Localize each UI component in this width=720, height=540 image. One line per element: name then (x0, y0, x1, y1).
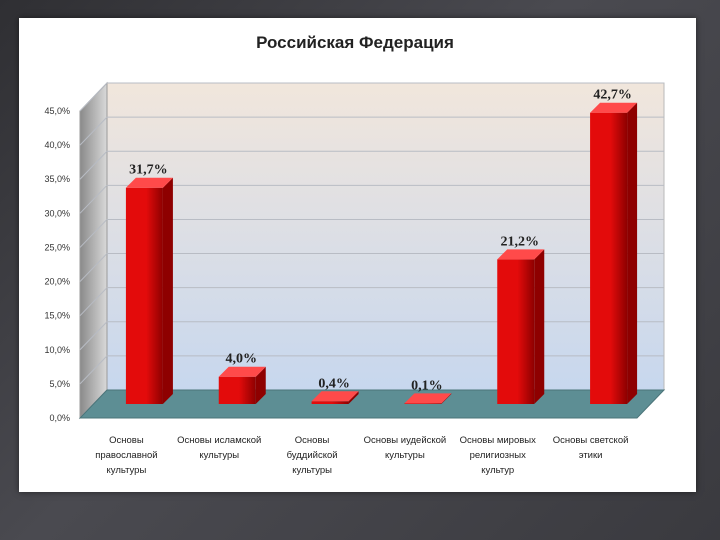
y-tick-label: 45,0% (44, 106, 70, 116)
bar-front (218, 376, 256, 404)
bar-side (534, 249, 545, 404)
side-wall (79, 81, 108, 420)
gridline-side (79, 253, 108, 282)
bar-top (404, 393, 452, 404)
x-tick-label-line: Основы (295, 435, 330, 446)
bar-side (255, 366, 266, 404)
bar-top (497, 249, 545, 260)
bar-front (404, 403, 442, 404)
y-tick-label: 0,0% (49, 413, 70, 423)
x-tick-label-line: Основы мировых (460, 435, 536, 446)
data-label: 31,7% (129, 163, 168, 178)
bar (218, 366, 266, 404)
back-wall (106, 82, 665, 391)
gridline-side (79, 150, 108, 180)
x-tick-label-line: культуры (107, 465, 147, 476)
bars (125, 102, 638, 405)
gridline-side (79, 184, 108, 214)
y-tick-label: 15,0% (44, 311, 70, 321)
gridline-side (79, 116, 108, 146)
x-tick-label-line: этики (579, 450, 603, 461)
bar (311, 391, 359, 404)
data-label: 0,1% (411, 378, 443, 393)
y-tick-label: 30,0% (44, 208, 70, 218)
bar (404, 393, 452, 404)
y-tick-label: 25,0% (44, 242, 70, 252)
bar-front (311, 401, 349, 404)
x-tick-label: Основы светской этики (553, 435, 629, 461)
bar-front (590, 112, 628, 405)
y-tick-label: 5,0% (49, 379, 70, 389)
x-tick-label-line: Основы (109, 435, 144, 446)
gridline-side (79, 287, 108, 317)
gridline-side (79, 82, 108, 112)
data-label: 42,7% (593, 88, 632, 103)
bar-side (627, 102, 638, 405)
x-tick-label-line: буддийской (287, 450, 338, 461)
x-tick-label-line: Основы исламской (177, 435, 261, 446)
gridline-side (79, 219, 108, 248)
x-tick-label-line: православной (95, 450, 157, 461)
data-label: 0,4% (318, 376, 350, 391)
x-tick-label: Основы буддийской культуры (287, 435, 338, 476)
x-tick-label-line: культур (481, 465, 514, 476)
bar-front (497, 259, 535, 404)
data-label: 21,2% (501, 234, 540, 249)
y-tick-label: 10,0% (44, 345, 70, 355)
x-tick-label: Основы православной культуры (95, 435, 157, 476)
y-tick-label: 40,0% (44, 140, 70, 150)
bar-front (125, 187, 163, 404)
x-tick-label: Основы мировых религиозных культур (460, 435, 536, 476)
gridline-side (79, 321, 108, 351)
y-axis: 0,0% 5,0% 10,0% 15,0% 20,0% 25,0% 30,0% 35,0% 40… (44, 106, 70, 423)
bar-top (590, 102, 638, 113)
x-tick-label: Основы иудейской культуры (364, 435, 447, 461)
x-tick-label-line: культуры (385, 450, 425, 461)
bar-top (218, 366, 266, 377)
x-tick-label-line: Основы светской (553, 435, 629, 446)
bar (125, 177, 173, 404)
y-tick-label: 20,0% (44, 277, 70, 287)
data-label: 4,0% (226, 352, 258, 367)
bar-side (348, 391, 359, 404)
x-tick-label-line: культуры (292, 465, 332, 476)
gridline-side (79, 355, 108, 385)
x-tick-label-line: Основы иудейской (364, 435, 447, 446)
bar-top (125, 177, 173, 188)
bar-side (162, 177, 173, 404)
x-tick-label-line: культуры (199, 450, 239, 461)
data-labels: 31,7% 4,0% 0,4% 0,1% 21,2% 42,7% (129, 88, 632, 394)
bar-side (441, 393, 452, 404)
bar-top (311, 391, 359, 402)
bar (497, 249, 545, 404)
x-tick-label-line: религиозных (470, 450, 526, 461)
y-tick-label: 35,0% (44, 174, 70, 184)
bar (590, 102, 638, 405)
chart-title: Российская Федерация (256, 33, 454, 52)
x-tick-label: Основы исламской культуры (177, 435, 261, 461)
